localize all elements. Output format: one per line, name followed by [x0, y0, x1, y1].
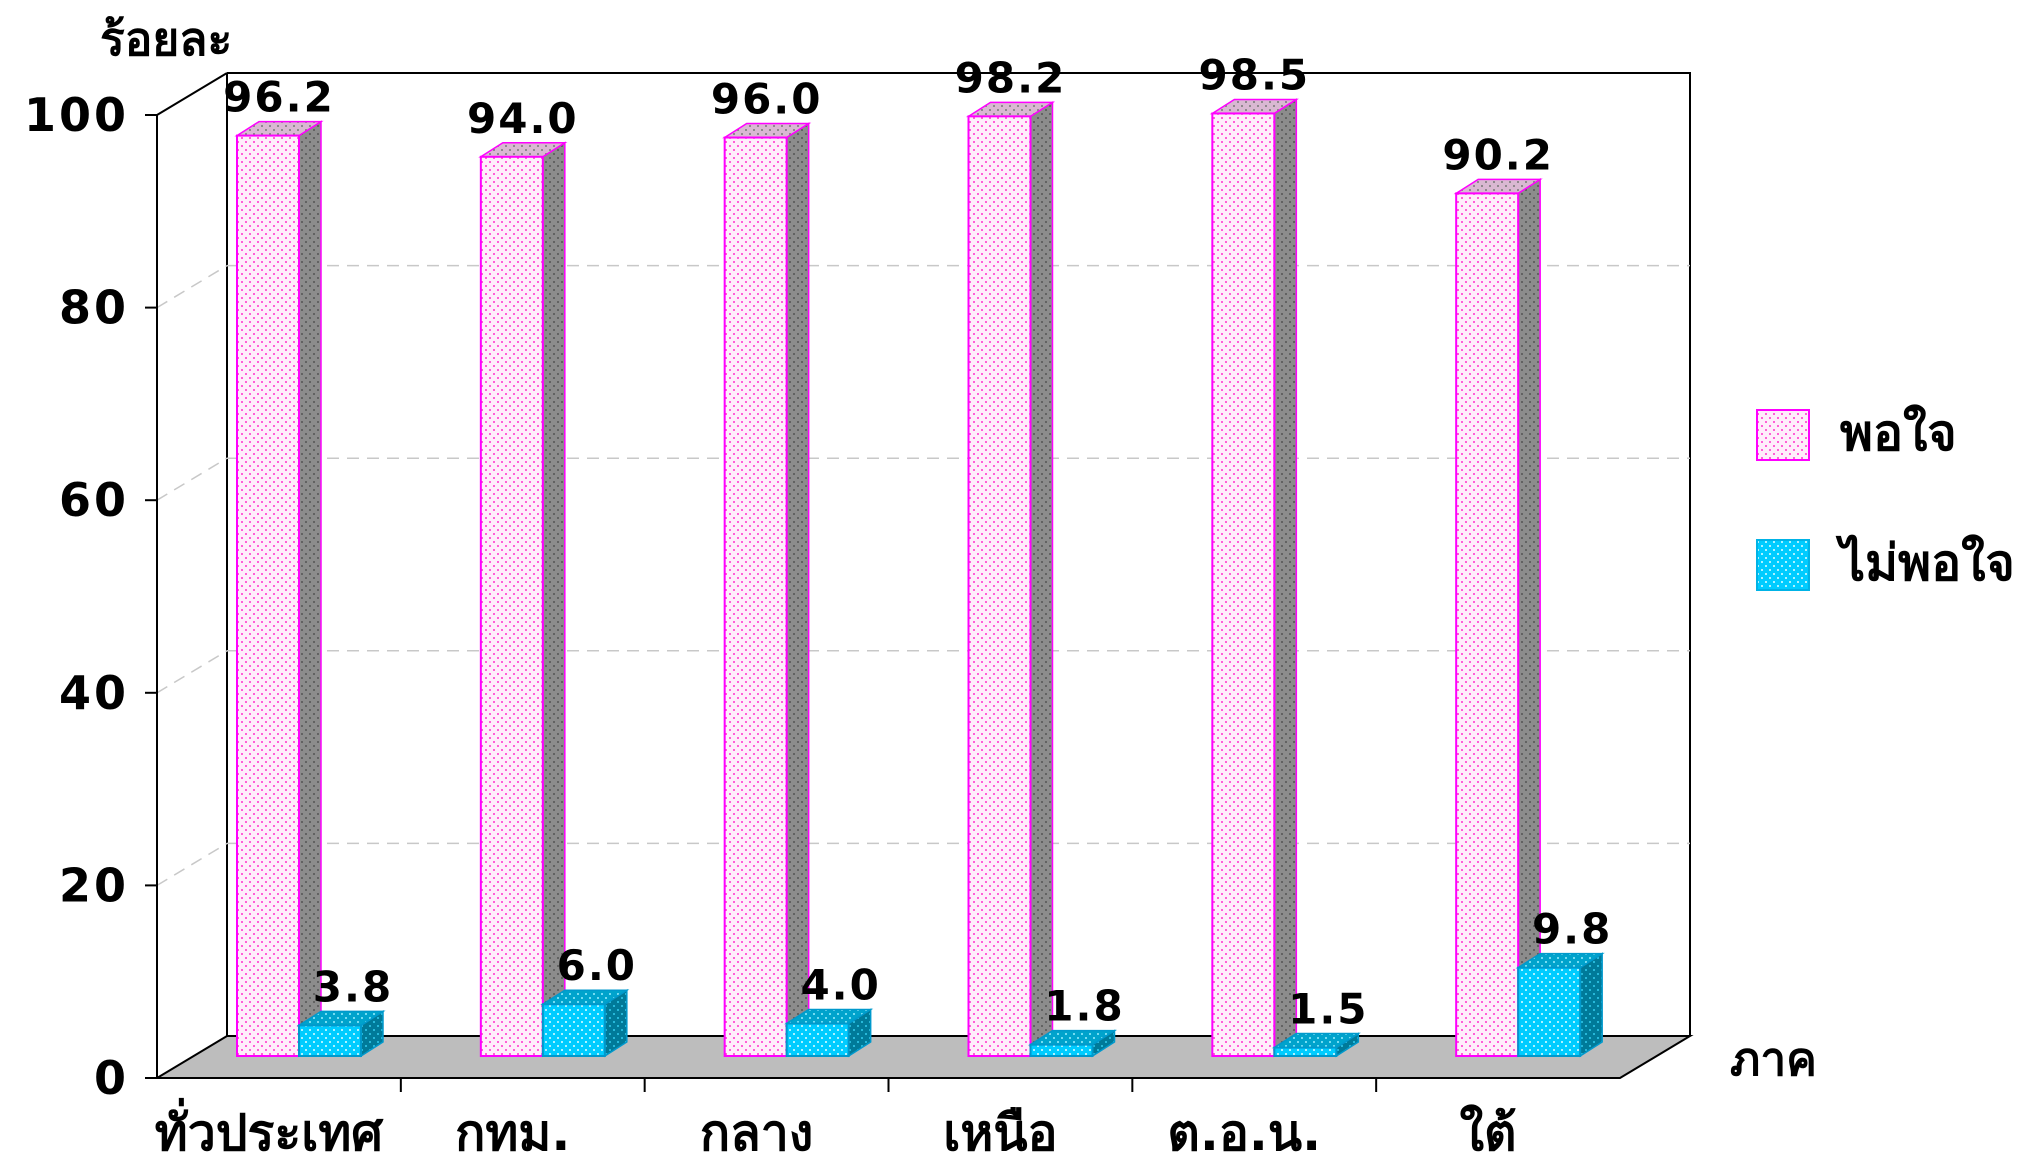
bar-dissatisfied: [540, 988, 630, 1058]
bar-dissatisfied: [1271, 1032, 1361, 1058]
value-label-dissatisfied: 4.0: [800, 960, 880, 1009]
bar-dissatisfied-side: [1579, 952, 1603, 1058]
bar-satisfied: [1453, 178, 1543, 1058]
gridline-side: [156, 650, 228, 694]
x-tick-label: กทม.: [455, 1104, 570, 1154]
bar-satisfied-front: [1455, 192, 1520, 1057]
value-label-dissatisfied: 3.8: [313, 962, 393, 1011]
bar-satisfied-front: [479, 155, 544, 1057]
bar-dissatisfied-front: [1517, 966, 1582, 1057]
bar-satisfied: [234, 120, 324, 1058]
y-tick-label: 80: [59, 281, 129, 335]
bar-satisfied: [722, 122, 812, 1058]
y-tick-label: 100: [24, 88, 129, 142]
value-label-satisfied: 96.2: [223, 73, 335, 122]
value-label-satisfied: 90.2: [1442, 130, 1554, 179]
value-label-satisfied: 96.0: [711, 75, 823, 124]
x-tick-label: กลาง: [700, 1104, 813, 1154]
value-label-satisfied: 94.0: [467, 94, 579, 143]
x-tick-label: เหนือ: [943, 1104, 1057, 1154]
bar-satisfied: [478, 141, 568, 1058]
bar-satisfied: [965, 100, 1056, 1058]
x-tick-label: ใต้: [1460, 1104, 1517, 1154]
bar-satisfied-side: [542, 141, 566, 1058]
legend-label-satisfied: พอใจ: [1840, 404, 1957, 462]
bar-dissatisfied: [1515, 952, 1605, 1058]
bar-satisfied-front: [967, 115, 1032, 1058]
bar-satisfied-front: [236, 134, 300, 1057]
y-tick-label: 20: [59, 858, 129, 912]
bar-dissatisfied-front: [1273, 1046, 1338, 1058]
value-label-satisfied: 98.2: [955, 53, 1067, 102]
y-axis-title: ร้อยละ: [100, 12, 232, 66]
bar-dissatisfied: [784, 1008, 874, 1058]
legend-label-dissatisfied: ไม่พอใจ: [1835, 534, 2015, 592]
bar-satisfied: [1209, 98, 1299, 1058]
bar-satisfied-side: [1273, 98, 1298, 1058]
value-label-dissatisfied: 6.0: [557, 941, 637, 990]
x-tick-label: ทั่วประเทศ: [155, 1098, 385, 1154]
bar-dissatisfied-front: [785, 1022, 850, 1057]
bar-dissatisfied-front: [541, 1003, 606, 1057]
x-axis: ทั่วประเทศ กทม. กลาง เหนือ ต.อ.น. ใต้: [155, 1077, 1620, 1154]
bar-satisfied-side: [298, 120, 322, 1058]
gridlines: [156, 264, 1690, 887]
y-tick-label: 0: [94, 1051, 129, 1105]
y-tick-label: 40: [59, 666, 129, 720]
y-axis: 0 20 40 60 80 100: [24, 88, 158, 1105]
legend: พอใจ ไม่พอใจ: [1756, 404, 2015, 592]
value-label-dissatisfied: 1.8: [1044, 982, 1124, 1031]
gridline-side: [156, 457, 228, 501]
x-axis-title: ภาค: [1730, 1032, 1817, 1086]
x-tick-label: ต.อ.น.: [1167, 1104, 1321, 1154]
bar-dissatisfied: [1027, 1029, 1118, 1058]
side-wall-top-edge: [156, 72, 228, 116]
legend-swatch-satisfied: [1756, 409, 1810, 461]
back-wall-outline: [227, 72, 1691, 1036]
bar-dissatisfied-front: [1029, 1043, 1094, 1058]
bar-satisfied-front: [1211, 112, 1276, 1057]
bar-satisfied-front: [723, 136, 788, 1057]
legend-swatch-dissatisfied: [1756, 539, 1810, 591]
bar-dissatisfied-front: [298, 1024, 362, 1058]
value-label-dissatisfied: 9.8: [1532, 905, 1612, 954]
value-label-dissatisfied: 1.5: [1288, 985, 1368, 1034]
gridline-side: [156, 842, 228, 887]
bar-satisfied-side: [1029, 100, 1054, 1058]
gridline-side: [156, 264, 228, 309]
bar-dissatisfied: [296, 1010, 386, 1058]
y-tick-label: 60: [59, 473, 129, 527]
bars: [234, 98, 1605, 1058]
bar-satisfied-side: [785, 122, 810, 1058]
value-label-satisfied: 98.5: [1199, 50, 1311, 99]
value-labels: 96.2 3.8 94.0 6.0 96.0 4.0 98.2 1.8 98.5 1.5 90.2 9…: [223, 50, 1612, 1034]
